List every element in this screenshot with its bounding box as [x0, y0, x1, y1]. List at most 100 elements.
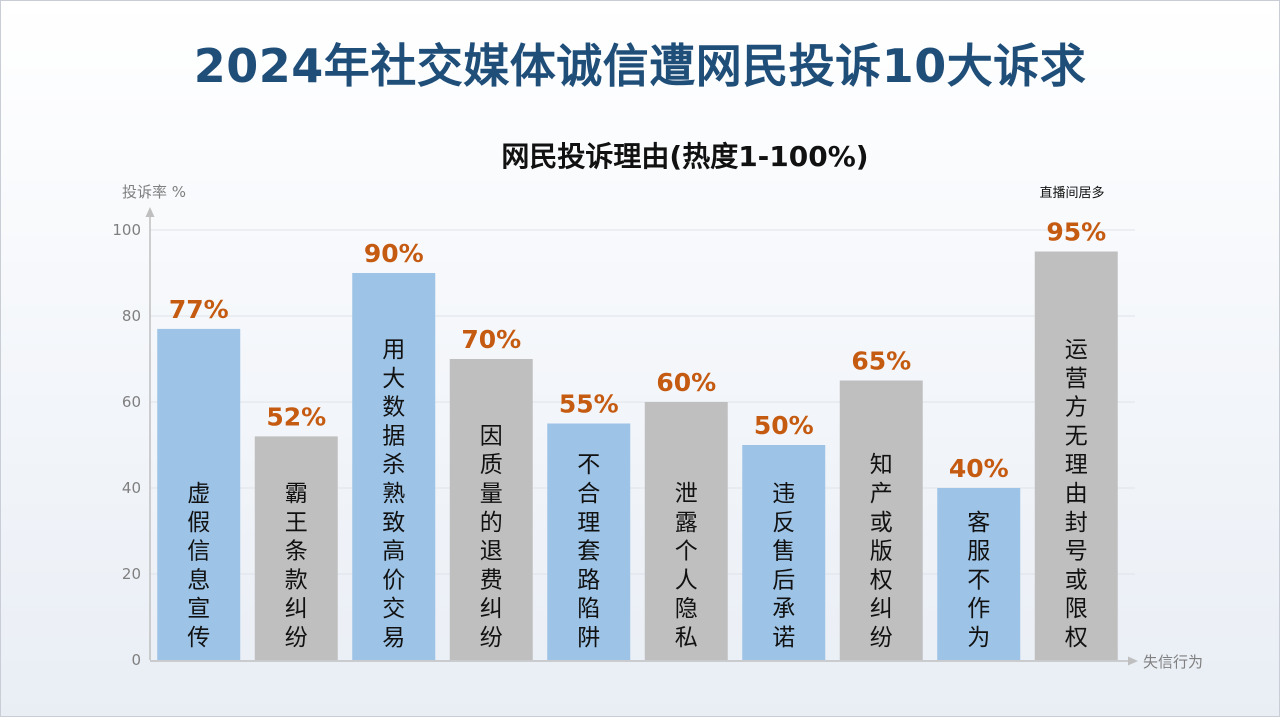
category-char: 产	[870, 481, 893, 507]
category-char: 私	[675, 625, 698, 651]
annotation-label: 直播间居多	[1039, 185, 1104, 201]
chart-title: 网民投诉理由(热度1-100%)	[501, 140, 869, 173]
category-char: 用	[382, 337, 405, 363]
category-char: 或	[1065, 567, 1088, 593]
category-char: 大	[382, 366, 405, 392]
category-char: 纠	[870, 596, 893, 622]
y-tick-label: 100	[112, 221, 141, 239]
category-char: 泄	[675, 481, 698, 507]
data-label: 55%	[559, 390, 619, 419]
category-char: 权	[870, 567, 893, 593]
data-label: 70%	[461, 325, 521, 354]
category-char: 承	[772, 596, 795, 622]
bar	[742, 445, 826, 660]
category-char: 或	[870, 510, 893, 536]
category-char: 反	[772, 510, 795, 536]
category-char: 霸	[285, 481, 308, 507]
category-char: 纷	[480, 625, 503, 651]
page-title: 2024年社交媒体诚信遭网民投诉10大诉求	[193, 39, 1087, 93]
category-char: 纠	[285, 596, 308, 622]
category-char: 作	[967, 596, 990, 622]
category-char: 陷	[577, 596, 600, 622]
category-char: 隐	[675, 596, 698, 622]
data-label: 77%	[169, 295, 229, 324]
bar	[157, 328, 241, 660]
y-axis-label: 投诉率 %	[122, 183, 186, 201]
category-char: 方	[1065, 395, 1088, 421]
category-char: 路	[577, 567, 600, 593]
category-char: 假	[187, 510, 210, 536]
category-labels: 虚假信息宣传霸王条款纠纷用大数据杀熟致高价交易因质量的退费纠纷不合理套路陷阱泄露…	[187, 337, 1088, 651]
data-label: 65%	[851, 347, 911, 376]
bar	[839, 380, 923, 660]
category-char: 违	[772, 481, 795, 507]
category-char: 不	[577, 452, 600, 478]
category-label: 知产或版权纠纷	[870, 452, 893, 651]
category-char: 纷	[285, 625, 308, 651]
y-tick-label: 40	[122, 479, 141, 497]
category-char: 价	[382, 567, 405, 593]
y-tick-label: 20	[122, 565, 141, 583]
category-char: 纷	[870, 625, 893, 651]
data-label: 95%	[1046, 218, 1106, 247]
category-char: 理	[1065, 452, 1088, 478]
category-char: 阱	[577, 625, 600, 651]
y-tick-labels: 0 20 40 60 80 100	[112, 221, 141, 669]
category-char: 版	[870, 539, 893, 565]
category-label: 霸王条款纠纷	[285, 481, 308, 651]
category-label: 不合理套路陷阱	[577, 452, 600, 651]
category-char: 知	[870, 452, 893, 478]
data-label: 40%	[949, 454, 1009, 483]
x-axis-label: 失信行为	[1143, 653, 1203, 671]
category-char: 权	[1065, 625, 1088, 651]
bar	[547, 423, 631, 660]
category-char: 无	[1065, 423, 1088, 449]
category-char: 后	[772, 567, 795, 593]
category-char: 杀	[382, 452, 405, 478]
data-labels: 77% 52% 90% 70% 55% 60% 50% 65% 40% 95%	[169, 218, 1106, 484]
y-axis-arrow-icon	[145, 207, 155, 217]
category-char: 为	[967, 625, 990, 651]
bar	[449, 359, 533, 660]
y-tick-label: 0	[131, 651, 141, 669]
category-char: 合	[577, 481, 600, 507]
category-char: 理	[577, 510, 600, 536]
data-label: 50%	[754, 411, 814, 440]
y-tick-label: 80	[122, 307, 141, 325]
category-label: 泄露个人隐私	[675, 481, 698, 651]
category-char: 不	[967, 567, 990, 593]
category-char: 交	[382, 596, 405, 622]
axes	[145, 207, 1138, 666]
data-label: 60%	[656, 368, 716, 397]
category-char: 退	[480, 539, 503, 565]
category-label: 违反售后承诺	[772, 481, 795, 651]
category-char: 据	[382, 423, 405, 449]
bars	[157, 251, 1118, 660]
category-char: 致	[382, 510, 405, 536]
category-char: 客	[967, 510, 990, 536]
category-char: 款	[285, 567, 308, 593]
category-char: 量	[480, 481, 503, 507]
category-char: 宣	[187, 596, 210, 622]
category-char: 套	[577, 539, 600, 565]
category-char: 封	[1065, 510, 1088, 536]
category-char: 露	[675, 510, 698, 536]
category-char: 易	[382, 625, 405, 651]
category-char: 数	[382, 395, 405, 421]
category-char: 限	[1065, 596, 1088, 622]
category-char: 营	[1065, 366, 1088, 392]
category-char: 由	[1065, 481, 1088, 507]
category-char: 虚	[187, 481, 210, 507]
category-label: 虚假信息宣传	[187, 481, 210, 651]
category-char: 传	[187, 625, 210, 651]
bar	[1034, 251, 1118, 660]
category-label: 运营方无理由封号或限权	[1065, 337, 1088, 651]
category-char: 号	[1065, 539, 1088, 565]
bar	[254, 436, 338, 660]
category-char: 费	[480, 567, 503, 593]
category-label: 因质量的退费纠纷	[480, 423, 503, 651]
category-char: 信	[187, 539, 210, 565]
data-label: 52%	[266, 402, 326, 431]
category-label: 用大数据杀熟致高价交易	[382, 337, 405, 651]
